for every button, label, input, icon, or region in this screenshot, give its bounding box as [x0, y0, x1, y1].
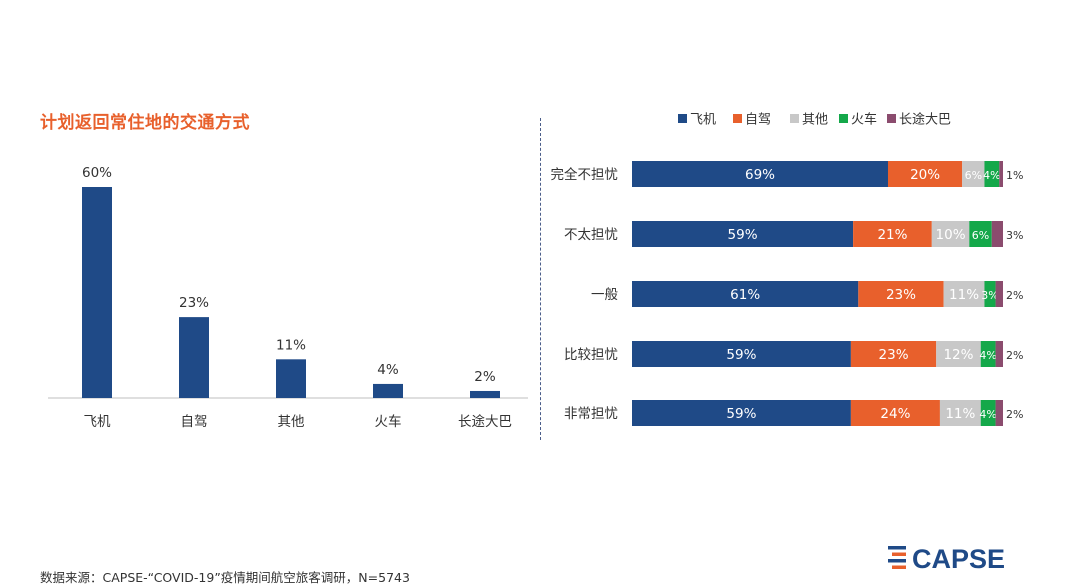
stacked-bar-label-row-1-seg-0: 59% — [728, 227, 758, 243]
stacked-bar-label-row-1-seg-1: 21% — [877, 227, 907, 243]
row-label-0: 完全不担忧 — [551, 166, 619, 183]
left-bar-2 — [276, 359, 306, 398]
left-bar-value-label-0: 60% — [82, 165, 112, 181]
stacked-bar-label-row-0-seg-1: 20% — [910, 167, 940, 183]
stacked-bar-row-3-seg-3 — [980, 341, 996, 367]
stacked-bar-row-4-seg-2 — [939, 400, 981, 426]
stacked-bar-label-row-2-seg-3: 3% — [981, 289, 998, 302]
stacked-bar-label-row-4-seg-1: 24% — [880, 406, 910, 422]
legend-swatch-1 — [733, 114, 742, 123]
stacked-bar-label-row-4-seg-0: 59% — [726, 406, 756, 422]
chart-divider — [540, 118, 541, 440]
stacked-bar-row-3-seg-2 — [936, 341, 981, 367]
legend-label-3: 火车 — [851, 112, 877, 128]
stacked-bar-label-row-4-seg-4: 2% — [1006, 408, 1023, 421]
stacked-bar-row-3-seg-1 — [850, 341, 937, 367]
stacked-bar-row-4-seg-3 — [980, 400, 996, 426]
stacked-bar-row-1-seg-3 — [969, 221, 992, 247]
stacked-bar-label-row-2-seg-2: 11% — [949, 287, 979, 303]
stacked-bar-label-row-3-seg-1: 23% — [879, 347, 909, 363]
left-bar-4 — [470, 390, 500, 398]
left-bar-value-label-1: 23% — [179, 295, 209, 311]
legend-swatch-2 — [790, 114, 799, 123]
stacked-bar-label-row-2-seg-0: 61% — [730, 287, 760, 303]
legend-label-0: 飞机 — [690, 113, 716, 128]
stacked-bar-label-row-1-seg-4: 3% — [1006, 229, 1023, 242]
stacked-bar-row-2-seg-3 — [984, 281, 996, 307]
stacked-bar-row-2-seg-2 — [943, 281, 985, 307]
stacked-bar-label-row-1-seg-3: 6% — [972, 229, 989, 242]
stacked-bar-row-3-seg-4 — [995, 341, 1003, 367]
stacked-bar-row-0-seg-2 — [962, 161, 985, 187]
stacked-bar-label-row-3-seg-0: 59% — [726, 347, 756, 363]
left-category-label-3: 火车 — [375, 413, 402, 430]
left-category-label-4: 长途大巴 — [458, 413, 512, 430]
stacked-bar-label-row-1-seg-2: 10% — [936, 227, 966, 243]
left-bar-value-label-3: 4% — [377, 362, 399, 378]
stacked-bar-label-row-0-seg-2: 6% — [965, 169, 982, 182]
row-label-1: 不太担忧 — [564, 227, 618, 243]
stacked-bar-row-0-seg-3 — [984, 161, 1000, 187]
capse-logo-icon — [888, 546, 906, 569]
stacked-bar-row-1-seg-0 — [632, 221, 854, 247]
row-label-3: 比较担忧 — [564, 347, 618, 363]
stacked-bar-label-row-4-seg-3: 4% — [979, 408, 996, 421]
stacked-bar-row-4-seg-1 — [850, 400, 940, 426]
legend-label-4: 长途大巴 — [899, 112, 951, 128]
legend-swatch-0 — [678, 114, 687, 123]
stacked-bar-row-4-seg-0 — [632, 400, 851, 426]
left-bar-value-label-2: 11% — [276, 337, 306, 353]
stacked-bar-label-row-2-seg-4: 2% — [1006, 289, 1023, 302]
stacked-bar-row-1-seg-1 — [853, 221, 932, 247]
stacked-bar-row-0-seg-4 — [999, 161, 1003, 187]
stacked-bar-label-row-0-seg-0: 69% — [745, 167, 775, 183]
left-bar-1 — [179, 317, 209, 398]
stacked-bar-label-row-0-seg-3: 4% — [983, 169, 1000, 182]
legend-label-2: 其他 — [802, 113, 828, 128]
source-note: 数据来源：CAPSE-“COVID-19”疫情期间航空旅客调研，N=5743 — [40, 570, 410, 585]
left-bar-0 — [82, 187, 112, 398]
legend-swatch-3 — [839, 114, 848, 123]
left-category-label-0: 飞机 — [84, 414, 111, 430]
stacked-bar-label-row-4-seg-2: 11% — [945, 406, 975, 422]
left-chart-title: 计划返回常住地的交通方式 — [40, 113, 250, 133]
stacked-bar-row-1-seg-4 — [991, 221, 1003, 247]
left-bar-3 — [373, 383, 403, 398]
row-label-2: 一般 — [591, 287, 619, 303]
stacked-bar-label-row-3-seg-2: 12% — [943, 347, 973, 363]
stacked-bar-row-2-seg-1 — [858, 281, 944, 307]
left-category-label-2: 其他 — [278, 414, 305, 430]
stacked-bar-label-row-3-seg-3: 4% — [979, 349, 996, 362]
left-category-label-1: 自驾 — [181, 414, 208, 430]
stacked-bar-label-row-2-seg-1: 23% — [886, 287, 916, 303]
left-bar-value-label-4: 2% — [474, 369, 496, 385]
legend-label-1: 自驾 — [745, 113, 771, 128]
capse-logo-text: CAPSE — [912, 544, 1005, 572]
stacked-bar-row-0-seg-0 — [632, 161, 888, 187]
stacked-bar-row-2-seg-0 — [632, 281, 859, 307]
stacked-bar-label-row-0-seg-4: 1% — [1006, 169, 1023, 182]
stacked-bar-row-2-seg-4 — [995, 281, 1003, 307]
stacked-bar-row-0-seg-1 — [887, 161, 963, 187]
stacked-bar-label-row-3-seg-4: 2% — [1006, 349, 1023, 362]
stacked-bar-row-3-seg-0 — [632, 341, 851, 367]
capse-logo: CAPSE — [888, 544, 1005, 572]
legend-swatch-4 — [887, 114, 896, 123]
stacked-bar-row-4-seg-4 — [995, 400, 1003, 426]
row-label-4: 非常担忧 — [564, 406, 618, 422]
stacked-bar-row-1-seg-2 — [931, 221, 970, 247]
